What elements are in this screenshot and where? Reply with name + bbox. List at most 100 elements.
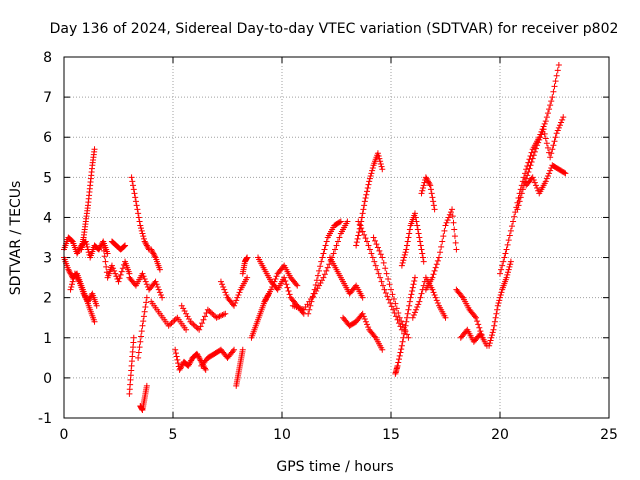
data-point xyxy=(439,238,446,245)
data-point xyxy=(559,116,566,123)
data-point xyxy=(405,234,412,241)
data-point xyxy=(185,361,192,368)
data-point xyxy=(333,242,340,249)
data-point xyxy=(432,294,439,301)
data-point xyxy=(411,274,418,281)
data-point xyxy=(174,356,181,363)
data-point xyxy=(371,333,378,340)
data-point xyxy=(395,310,402,317)
data-point xyxy=(378,278,385,285)
data-point xyxy=(537,134,544,141)
data-point xyxy=(130,182,137,189)
data-point xyxy=(375,270,382,277)
data-point xyxy=(373,241,380,248)
data-point xyxy=(374,150,381,157)
data-point xyxy=(541,120,548,127)
data-point xyxy=(143,294,150,301)
data-point xyxy=(547,167,554,174)
data-point xyxy=(139,270,146,277)
data-point xyxy=(425,178,432,185)
data-point xyxy=(361,316,368,323)
data-point xyxy=(429,274,436,281)
data-point xyxy=(395,359,402,366)
data-point xyxy=(100,242,107,249)
data-point xyxy=(500,258,507,265)
data-point xyxy=(131,190,138,197)
data-point xyxy=(201,365,208,372)
data-point xyxy=(184,313,191,320)
data-point xyxy=(543,175,550,182)
data-point xyxy=(367,172,374,179)
data-point xyxy=(370,234,377,241)
data-point xyxy=(269,283,276,290)
data-point xyxy=(96,245,103,252)
data-point xyxy=(152,278,159,285)
data-point xyxy=(427,182,434,189)
data-point xyxy=(411,309,418,316)
data-point xyxy=(404,238,411,245)
data-point xyxy=(187,358,194,365)
data-point xyxy=(213,314,220,321)
data-point xyxy=(141,308,148,315)
data-point xyxy=(365,181,372,188)
data-point xyxy=(377,160,384,167)
data-point xyxy=(415,230,422,237)
data-point xyxy=(209,310,216,317)
data-point xyxy=(283,281,290,288)
data-point xyxy=(140,273,147,280)
data-point xyxy=(536,136,543,143)
data-point xyxy=(364,238,371,245)
data-point xyxy=(185,362,192,369)
x-tick-label: 0 xyxy=(60,427,69,443)
data-point xyxy=(68,237,75,244)
data-point xyxy=(549,146,556,153)
data-point xyxy=(517,194,524,201)
data-point xyxy=(410,312,417,319)
data-point xyxy=(507,227,514,234)
data-point xyxy=(402,328,409,335)
data-point xyxy=(379,346,386,353)
data-point xyxy=(442,314,449,321)
series-arc-20 xyxy=(248,290,272,341)
data-point xyxy=(428,190,435,197)
data-point xyxy=(401,326,408,333)
series-arc-07 xyxy=(128,174,153,253)
data-point xyxy=(232,300,239,307)
data-point xyxy=(429,286,436,293)
data-point xyxy=(397,349,404,356)
data-point xyxy=(497,270,503,277)
data-point xyxy=(445,214,452,221)
data-point xyxy=(551,83,558,90)
data-point xyxy=(544,172,551,179)
data-point xyxy=(73,273,80,280)
data-point xyxy=(171,317,178,324)
series-arc-12 xyxy=(148,246,163,273)
series-arc-39 xyxy=(514,114,567,213)
series-arc-14 xyxy=(172,346,209,373)
data-point xyxy=(68,281,75,288)
data-point xyxy=(355,218,362,225)
data-point xyxy=(401,254,408,261)
data-point xyxy=(81,291,88,298)
data-point xyxy=(389,291,396,298)
data-point xyxy=(215,314,222,321)
data-point xyxy=(534,142,541,149)
data-point xyxy=(321,246,328,253)
data-point xyxy=(527,162,534,169)
series-arc-33 xyxy=(418,174,438,213)
data-point xyxy=(419,250,426,257)
data-point xyxy=(143,281,150,288)
series-arc-40 xyxy=(523,162,569,197)
data-point xyxy=(320,274,327,281)
data-point xyxy=(406,230,413,237)
data-point xyxy=(193,350,200,357)
data-point xyxy=(408,291,415,298)
data-point xyxy=(510,218,517,225)
data-point xyxy=(415,301,422,308)
data-point xyxy=(525,168,532,175)
data-point xyxy=(141,238,148,245)
data-point xyxy=(374,244,381,251)
data-point xyxy=(506,263,513,270)
data-point xyxy=(440,233,447,240)
data-point xyxy=(412,214,419,221)
